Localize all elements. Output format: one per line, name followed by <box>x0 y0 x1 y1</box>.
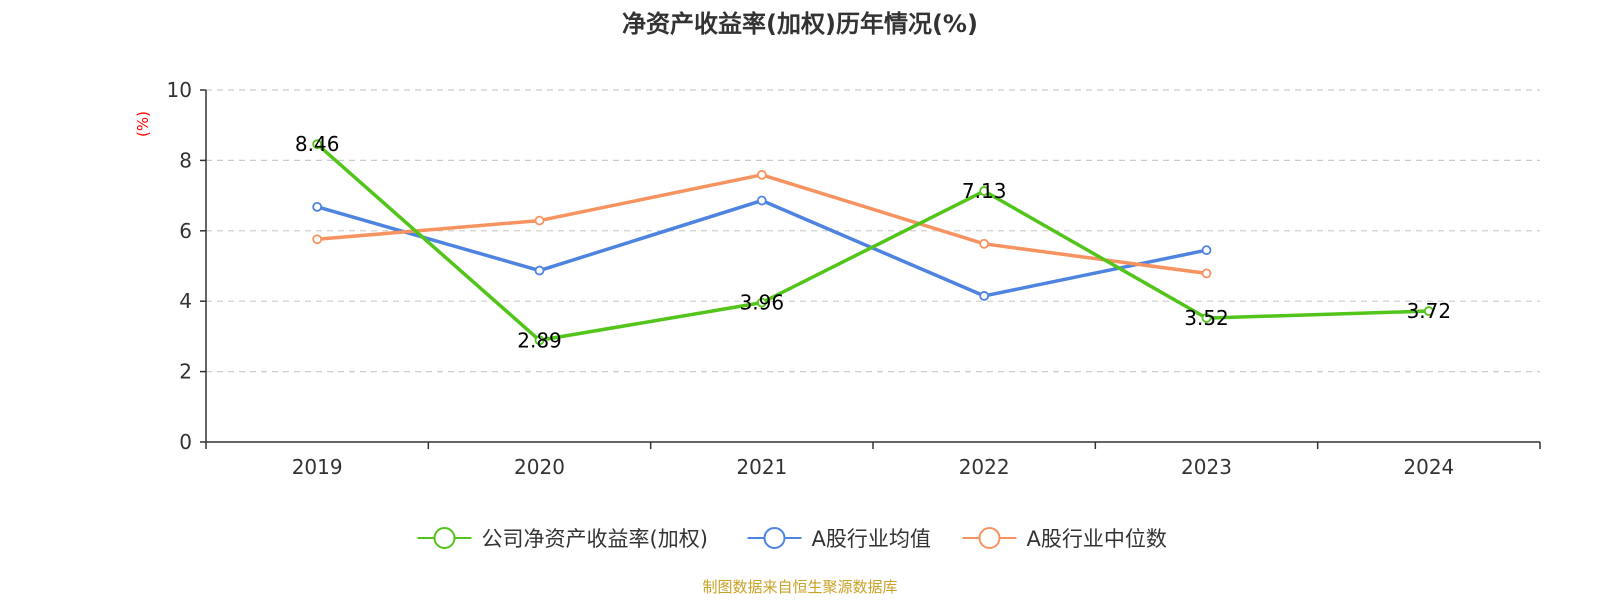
legend-item-0[interactable]: 公司净资产收益率(加权) <box>417 527 708 551</box>
legend-item-1[interactable]: A股行业均值 <box>747 527 931 551</box>
point-2-2022[interactable] <box>979 238 990 249</box>
chart-title: 净资产收益率(加权)历年情况(%) <box>622 10 978 38</box>
y-tick-label-2: 2 <box>179 360 192 384</box>
legend-item-2[interactable]: A股行业中位数 <box>962 527 1167 551</box>
point-0-2021[interactable] <box>756 297 767 308</box>
point-1-2022[interactable] <box>979 291 990 301</box>
point-0-2024[interactable] <box>1423 306 1434 316</box>
data-label-2019: 8.46 <box>295 132 340 156</box>
source-note: 制图数据来自恒生聚源数据库 <box>702 578 897 596</box>
y-tick-label-4: 4 <box>179 289 192 313</box>
legend[interactable]: 公司净资产收益率(加权) A股行业均值 A股行业中位数 <box>417 527 1167 551</box>
axes: 0 2 4 6 8 10 2019 2020 2021 2022 2023 2024 <box>167 78 1541 479</box>
series-line-0 <box>316 142 1429 343</box>
point-2-2021[interactable] <box>756 169 767 180</box>
point-1-2021[interactable] <box>756 195 767 206</box>
series-line-1 <box>316 198 1207 298</box>
point-2-2020[interactable] <box>534 215 545 226</box>
series-layer <box>312 139 1434 346</box>
point-1-2023[interactable] <box>1201 245 1212 256</box>
series-line-2 <box>317 173 1207 276</box>
point-2-2019[interactable] <box>312 234 323 245</box>
point-1-2020[interactable] <box>534 265 545 276</box>
legend-label-0: 公司净资产收益率(加权) <box>482 527 708 551</box>
y-tick-label-6: 6 <box>179 219 192 243</box>
data-label-2022: 7.13 <box>962 179 1007 203</box>
legend-marker-0 <box>433 527 456 549</box>
legend-marker-1 <box>763 527 786 549</box>
series-0 <box>312 139 1434 346</box>
y-tick-label-0: 0 <box>179 430 192 454</box>
data-labels: 8.46 2.89 3.96 7.13 3.52 3.72 <box>295 132 1451 352</box>
point-0-2019[interactable] <box>312 139 323 150</box>
x-tick-label-2019: 2019 <box>292 455 343 479</box>
x-tick-label-2020: 2020 <box>514 455 565 479</box>
legend-marker-2 <box>978 527 1001 549</box>
series-2 <box>312 169 1212 279</box>
data-label-2021: 3.96 <box>740 291 785 315</box>
x-tick-label-2024: 2024 <box>1403 455 1454 479</box>
data-label-2024: 3.72 <box>1407 299 1452 323</box>
data-label-2023: 3.52 <box>1184 306 1229 330</box>
y-axis-label: (%) <box>134 111 152 137</box>
point-0-2023[interactable] <box>1201 313 1212 323</box>
y-tick-label-8: 8 <box>179 148 192 172</box>
legend-label-2: A股行业中位数 <box>1027 527 1167 551</box>
legend-label-1: A股行业均值 <box>812 527 931 551</box>
x-tick-label-2023: 2023 <box>1181 455 1232 479</box>
series-1 <box>312 195 1212 301</box>
point-2-2023[interactable] <box>1201 268 1212 279</box>
point-1-2019[interactable] <box>312 201 323 212</box>
x-tick-label-2022: 2022 <box>959 455 1010 479</box>
point-0-2022[interactable] <box>979 186 990 196</box>
data-label-2020: 2.89 <box>517 328 562 352</box>
x-tick-label-2021: 2021 <box>736 455 787 479</box>
y-tick-label-10: 10 <box>167 78 192 102</box>
point-0-2020[interactable] <box>534 335 545 346</box>
